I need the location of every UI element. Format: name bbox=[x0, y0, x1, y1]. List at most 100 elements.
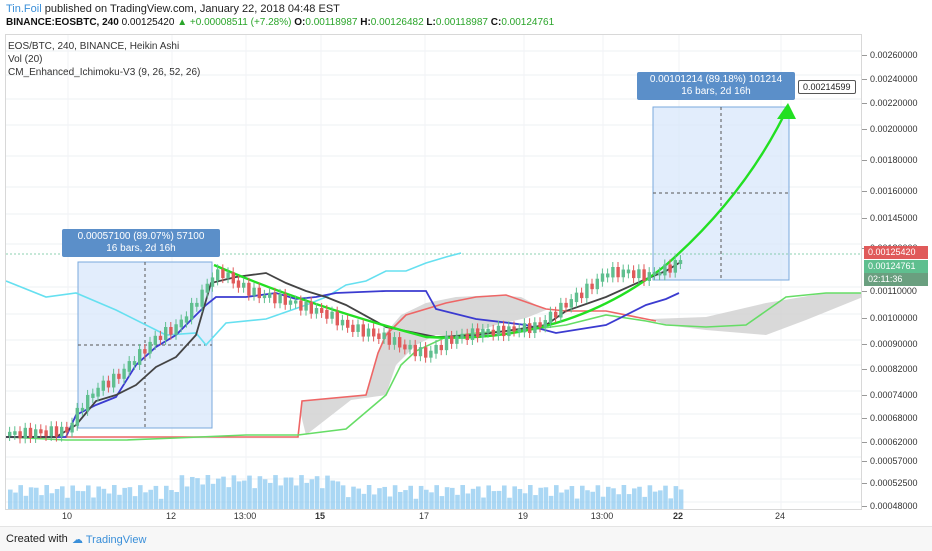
volume-bar bbox=[663, 485, 668, 509]
volume-bar bbox=[600, 496, 606, 509]
volume-bar bbox=[476, 486, 481, 509]
candle-body bbox=[231, 272, 235, 284]
volume-bar bbox=[210, 483, 216, 509]
time-tick-label: 19 bbox=[517, 511, 529, 521]
price-tick-mark bbox=[862, 103, 867, 104]
volume-bar bbox=[340, 485, 346, 509]
volume-bar bbox=[668, 498, 673, 509]
candle-body bbox=[65, 426, 69, 433]
legend-ichimoku[interactable]: CM_Enhanced_Ichimoku-V3 (9, 26, 52, 26) bbox=[8, 67, 201, 78]
candle-body bbox=[548, 311, 553, 324]
candle-body bbox=[460, 333, 464, 339]
volume-bar bbox=[517, 488, 523, 509]
measure-label-2: 0.00101214 (89.18%) 101214 16 bars, 2d 1… bbox=[637, 72, 795, 100]
candle-body bbox=[673, 260, 677, 273]
candle-body bbox=[663, 264, 667, 276]
price-tick-label: 0.00180000 bbox=[870, 155, 918, 165]
heikin-ashi-candles bbox=[8, 255, 683, 444]
candle-body bbox=[491, 329, 495, 336]
candle-body bbox=[106, 380, 111, 388]
volume-bar bbox=[673, 486, 679, 509]
price-plot[interactable] bbox=[6, 35, 862, 510]
volume-bar bbox=[356, 488, 361, 509]
volume-bar bbox=[621, 485, 627, 509]
volume-bar bbox=[554, 485, 559, 509]
price-callout[interactable]: 0.00214599 bbox=[798, 80, 856, 94]
volume-bar bbox=[424, 489, 429, 509]
volume-histogram bbox=[8, 475, 684, 509]
price-tick-mark bbox=[862, 461, 867, 462]
candle-body bbox=[439, 344, 443, 351]
volume-bar bbox=[18, 485, 23, 509]
tradingview-logo[interactable]: ☁ TradingView bbox=[72, 533, 146, 546]
candle-body bbox=[18, 431, 22, 439]
legend-volume[interactable]: Vol (20) bbox=[8, 54, 43, 65]
volume-bar bbox=[320, 488, 325, 509]
volume-bar bbox=[226, 487, 231, 509]
candle-body bbox=[278, 293, 282, 304]
candle-body bbox=[28, 427, 33, 438]
price-tick-label: 0.00220000 bbox=[870, 98, 918, 108]
last-price: 0.00125420 bbox=[121, 17, 175, 28]
candle-body bbox=[658, 272, 662, 276]
projection-arrow[interactable] bbox=[213, 106, 790, 339]
volume-bar bbox=[221, 476, 226, 509]
volume-bar bbox=[236, 481, 242, 509]
author-link[interactable]: Tin.Foil bbox=[6, 3, 42, 15]
chart-pane[interactable] bbox=[5, 34, 862, 510]
volume-bar bbox=[637, 486, 642, 509]
volume-bar bbox=[164, 485, 169, 509]
volume-bar bbox=[366, 485, 372, 509]
volume-bar bbox=[491, 491, 497, 509]
candle-body bbox=[205, 283, 209, 293]
volume-bar bbox=[262, 479, 268, 509]
volume-bar bbox=[481, 497, 486, 509]
brand-name: TradingView bbox=[85, 534, 147, 546]
price-tick-mark bbox=[862, 191, 867, 192]
volume-bar bbox=[309, 479, 315, 509]
candle-body bbox=[387, 332, 391, 345]
volume-bar bbox=[528, 485, 533, 509]
candle-body bbox=[528, 323, 532, 334]
candle-body bbox=[512, 326, 516, 332]
candle-body bbox=[611, 267, 615, 278]
high-value: 0.00126482 bbox=[370, 17, 424, 28]
volume-bar bbox=[351, 486, 356, 509]
volume-bar bbox=[444, 487, 450, 509]
candle-body bbox=[80, 407, 85, 411]
volume-bar bbox=[413, 498, 419, 509]
candle-body bbox=[392, 337, 397, 345]
candle-body bbox=[216, 269, 220, 281]
volume-bar bbox=[143, 492, 148, 509]
volume-bar bbox=[642, 496, 647, 509]
price-tick-mark bbox=[862, 218, 867, 219]
candle-body bbox=[600, 273, 605, 282]
time-axis[interactable]: 10 12 13:00 15 17 19 13:00 22 24 bbox=[5, 510, 862, 524]
symbol-label[interactable]: BINANCE:EOSBTC, 240 bbox=[6, 17, 119, 28]
volume-bar bbox=[278, 485, 283, 509]
candle-body bbox=[621, 269, 625, 278]
volume-bar bbox=[325, 475, 330, 509]
price-tick-label: 0.00082000 bbox=[870, 364, 918, 374]
volume-bar bbox=[496, 490, 502, 509]
volume-bar bbox=[117, 494, 122, 509]
time-tick-label: 10 bbox=[61, 511, 73, 521]
candle-body bbox=[13, 431, 17, 435]
price-axis[interactable]: 0.00260000 0.00240000 0.00220000 0.00200000… bbox=[862, 34, 932, 511]
volume-bar bbox=[122, 487, 127, 509]
volume-bar bbox=[242, 480, 247, 509]
candle-body bbox=[288, 300, 293, 305]
price-tick-mark bbox=[862, 160, 867, 161]
time-tick-label: 15 bbox=[314, 511, 326, 521]
volume-bar bbox=[595, 485, 601, 509]
indicator-legend: EOS/BTC, 240, BINANCE, Heikin Ashi Vol (… bbox=[8, 40, 200, 79]
legend-series[interactable]: EOS/BTC, 240, BINANCE, Heikin Ashi bbox=[8, 41, 180, 52]
candle-body bbox=[122, 368, 126, 379]
volume-bar bbox=[460, 485, 465, 509]
candle-body bbox=[632, 270, 636, 279]
volume-bar bbox=[569, 486, 575, 509]
candle-body bbox=[554, 311, 558, 318]
candle-body bbox=[455, 335, 459, 344]
candle-body bbox=[351, 324, 355, 332]
volume-bar bbox=[200, 484, 205, 509]
